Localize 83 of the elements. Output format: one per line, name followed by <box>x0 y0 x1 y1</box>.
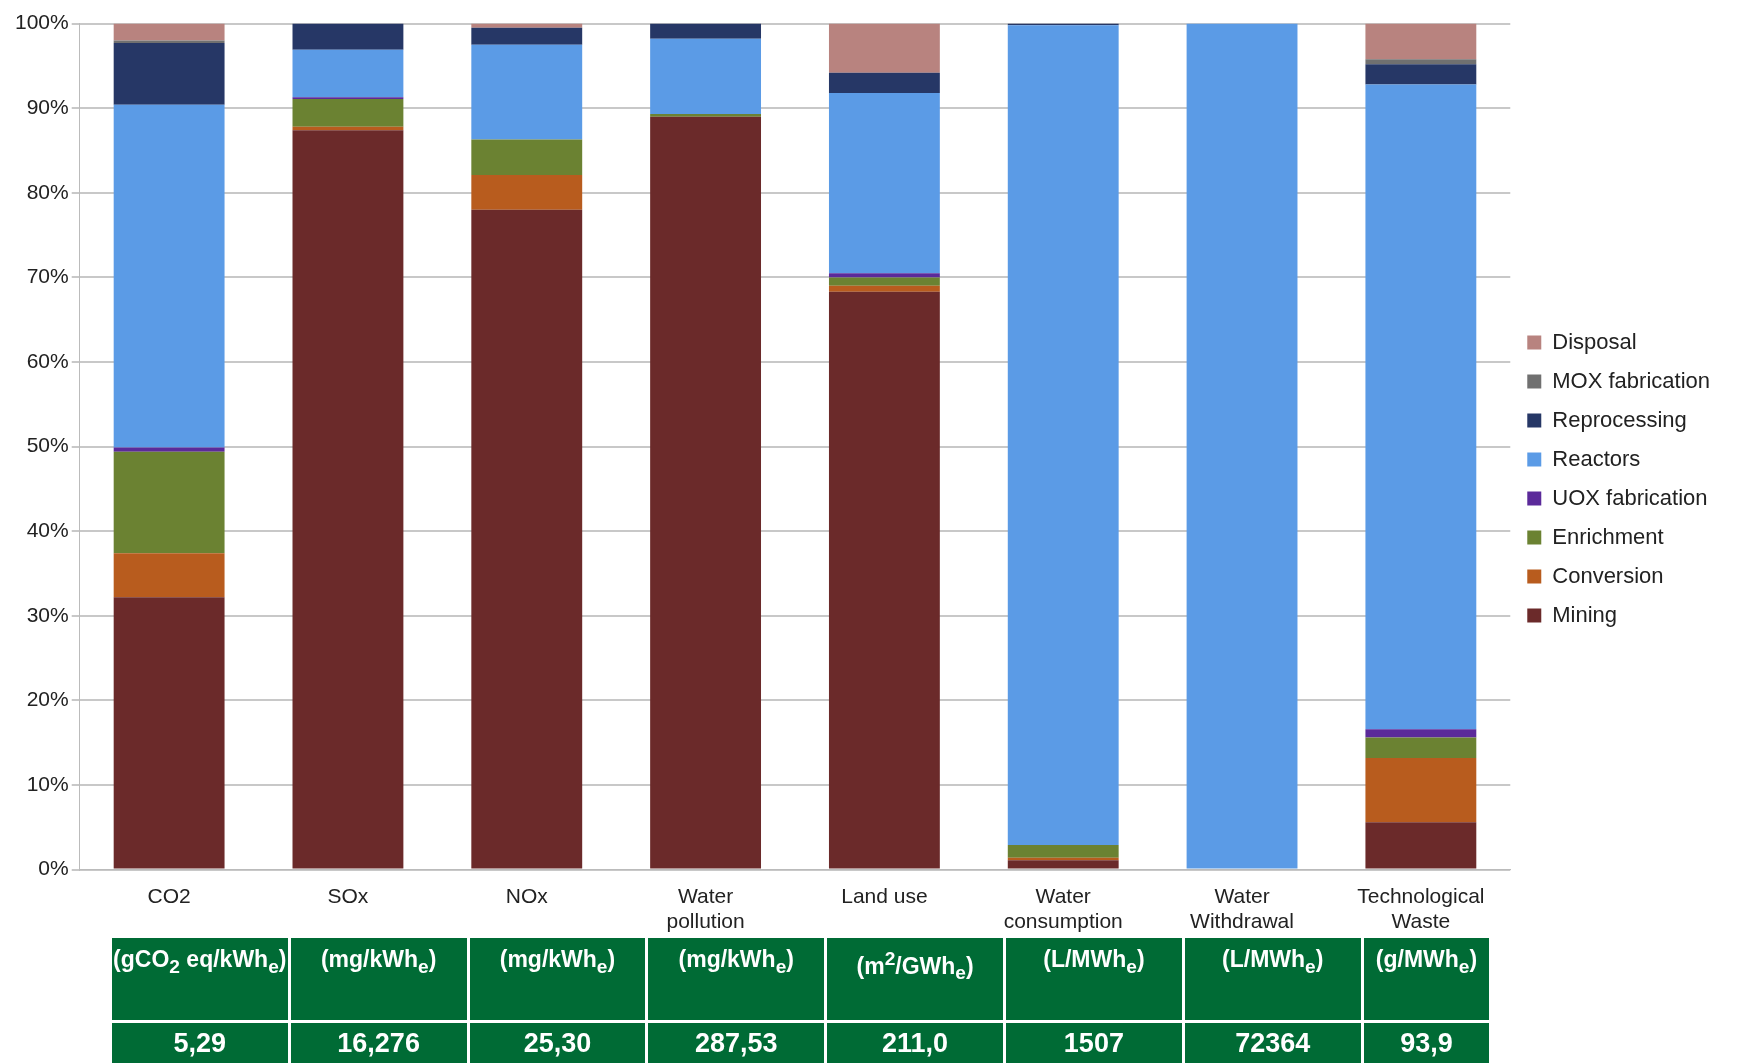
x-tick-label: Water Withdrawal <box>1190 884 1294 933</box>
bar <box>828 92 940 274</box>
bar <box>471 209 583 869</box>
bar <box>1365 737 1477 758</box>
bar <box>1365 757 1477 823</box>
bar <box>113 597 225 869</box>
legend-label: Conversion <box>1552 562 1664 588</box>
bar <box>828 273 940 278</box>
y-tick-label: 40% <box>26 518 69 541</box>
bar <box>292 49 404 98</box>
text: 16,276 <box>290 1023 467 1063</box>
bar <box>650 23 762 39</box>
x-tick-label: SOx <box>327 884 369 907</box>
bar <box>1365 23 1477 60</box>
text: 5,29 <box>111 1023 288 1063</box>
y-tick-label: 50% <box>26 433 69 457</box>
bar <box>471 23 583 28</box>
bar <box>471 175 583 210</box>
bar <box>1365 59 1477 65</box>
bar <box>650 114 762 117</box>
text: 72364 <box>1184 1023 1361 1063</box>
y-tick-label: 60% <box>26 348 69 372</box>
legend-label: Mining <box>1552 601 1618 627</box>
y-tick-label: 70% <box>26 264 69 288</box>
x-tick-label: Water consumption <box>1003 884 1123 933</box>
bar <box>113 451 225 554</box>
legend-label: Reactors <box>1552 445 1641 471</box>
legend-label: UOX fabrication <box>1552 484 1708 510</box>
bar <box>650 38 762 115</box>
x-tick-label: NOx <box>505 884 549 907</box>
bar <box>828 23 940 73</box>
bar <box>828 285 940 292</box>
text: 93,9 <box>1363 1023 1490 1063</box>
bar <box>113 104 225 448</box>
bar <box>1365 84 1477 730</box>
bar <box>1007 845 1119 858</box>
text: (L/MWh$_{e}$) <box>1005 938 1182 1020</box>
text: (gCO$_{2}$ eq/kWh$_{e}$) <box>111 938 288 1020</box>
x-tick-label: Technological Waste <box>1357 884 1485 933</box>
bar <box>1365 64 1477 85</box>
x-tick-label: Land use <box>841 884 928 907</box>
bar <box>471 139 583 176</box>
bar <box>1007 25 1119 846</box>
bar <box>1007 860 1119 869</box>
y-tick-label: 0% <box>38 856 69 880</box>
text: 287,53 <box>648 1023 825 1063</box>
bar <box>828 277 940 286</box>
bar <box>113 553 225 598</box>
bar <box>113 447 225 452</box>
bar <box>113 43 225 105</box>
bar <box>1365 822 1477 869</box>
bar <box>1186 23 1298 869</box>
bar <box>292 130 404 869</box>
y-tick-label: 30% <box>26 602 69 626</box>
text: (mg/kWh$_{e}$) <box>648 938 825 1020</box>
bar <box>828 72 940 93</box>
text: (mg/kWh$_{e}$) <box>290 938 467 1020</box>
legend-label: MOX fabrication <box>1552 367 1711 393</box>
y-tick-label: 20% <box>26 687 69 711</box>
bar <box>113 23 225 41</box>
bar <box>471 27 583 45</box>
text: 25,30 <box>469 1023 646 1063</box>
y-tick-label: 80% <box>26 179 69 203</box>
legend-label: Reprocessing <box>1552 406 1687 432</box>
legend-label: Disposal <box>1552 328 1637 354</box>
text: (g/MWh$_{e}$) <box>1363 938 1490 1020</box>
x-tick-label: Water pollution <box>666 884 745 933</box>
legend-label: Enrichment <box>1552 523 1664 549</box>
bar <box>828 291 940 869</box>
bar <box>292 23 404 50</box>
bar <box>471 44 583 140</box>
y-tick-label: 100% <box>14 10 69 34</box>
text: (m$^{2}$/GWh$_{e}$) <box>827 938 1003 1020</box>
bar <box>1365 729 1477 738</box>
text: (L/MWh$_{e}$) <box>1184 938 1361 1020</box>
bar <box>650 116 762 869</box>
y-tick-label: 10% <box>26 771 69 795</box>
bar <box>292 98 404 127</box>
y-tick-label: 90% <box>26 95 69 118</box>
text: (mg/kWh$_{e}$) <box>469 938 646 1020</box>
text: 1507 <box>1005 1023 1182 1063</box>
text: 211,0 <box>827 1023 1003 1063</box>
x-tick-label: CO2 <box>147 884 191 907</box>
